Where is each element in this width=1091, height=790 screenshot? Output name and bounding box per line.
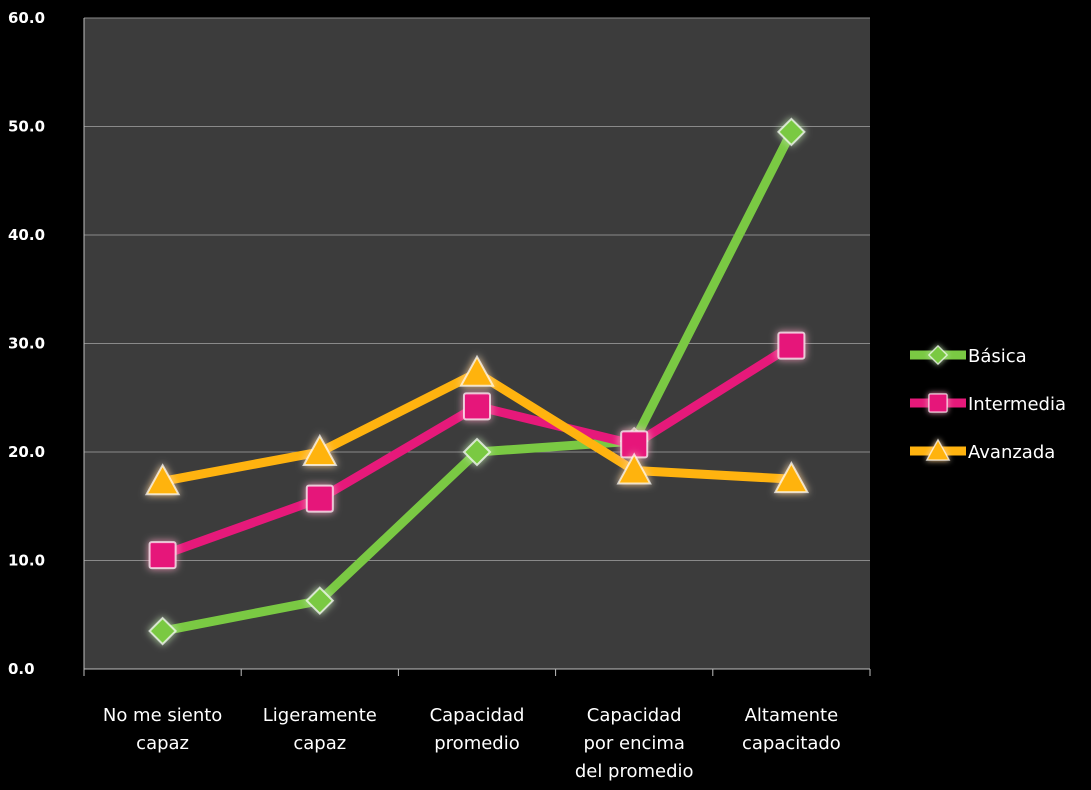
legend-marker (925, 438, 951, 461)
x-tick-label-line: capacitado (742, 733, 841, 754)
x-tick-label-line: Capacidad (430, 705, 525, 726)
y-tick-label: 20.0 (8, 443, 45, 461)
x-tick-label-line: Altamente (745, 705, 839, 726)
x-tick-label: Ligeramente capaz (263, 705, 377, 754)
data-point (148, 541, 177, 570)
legend-marker (927, 344, 949, 366)
x-tick-label-line: por encima (583, 733, 685, 754)
x-tick-label: Altamente capacitado (742, 705, 841, 754)
x-tick-label-line: No me siento (103, 705, 222, 726)
x-tick-label: Capacidad promedio (430, 705, 525, 754)
x-tick-label-line: Capacidad (587, 705, 682, 726)
data-point (462, 437, 492, 467)
legend: Básica Intermedia Avanzada (910, 344, 1066, 463)
series (144, 117, 810, 646)
data-point (144, 463, 181, 496)
legend-item: Avanzada (910, 438, 1055, 463)
legend-label: Básica (968, 346, 1027, 367)
data-point (148, 616, 178, 646)
legend-item: Intermedia (910, 393, 1066, 415)
data-point (777, 331, 806, 360)
data-point (459, 354, 495, 387)
y-tick-label: 30.0 (8, 335, 45, 353)
y-tick-label: 60.0 (8, 9, 45, 27)
data-point (616, 452, 652, 485)
series-markers-1 (148, 331, 806, 570)
axes: 0.0 10.0 20.0 30.0 40.0 50.0 60.0 No me siento c… (8, 9, 871, 782)
data-point (776, 117, 806, 147)
data-point (773, 461, 810, 494)
y-tick-label: 50.0 (8, 118, 45, 136)
x-tick-label-line: del promedio (575, 761, 694, 782)
data-point (305, 484, 334, 513)
data-point (305, 586, 335, 616)
x-tick-label-line: promedio (434, 733, 520, 754)
x-tick-label-line: capaz (293, 733, 346, 754)
series-markers-2 (144, 354, 810, 496)
legend-item: Básica (910, 344, 1027, 367)
x-tick-label-line: Ligeramente (263, 705, 377, 726)
y-tick-label: 0.0 (8, 660, 35, 678)
legend-label: Avanzada (968, 442, 1055, 463)
y-tick-label: 10.0 (8, 552, 45, 570)
legend-marker (928, 393, 948, 413)
x-tick-label: No me siento capaz (103, 705, 222, 754)
data-point (463, 392, 491, 421)
legend-label: Intermedia (968, 394, 1066, 415)
y-tick-label: 40.0 (8, 226, 45, 244)
data-point (302, 433, 338, 466)
x-tick-label-line: capaz (136, 733, 189, 754)
x-tick-label: Capacidad por encima del promedio (575, 705, 694, 782)
